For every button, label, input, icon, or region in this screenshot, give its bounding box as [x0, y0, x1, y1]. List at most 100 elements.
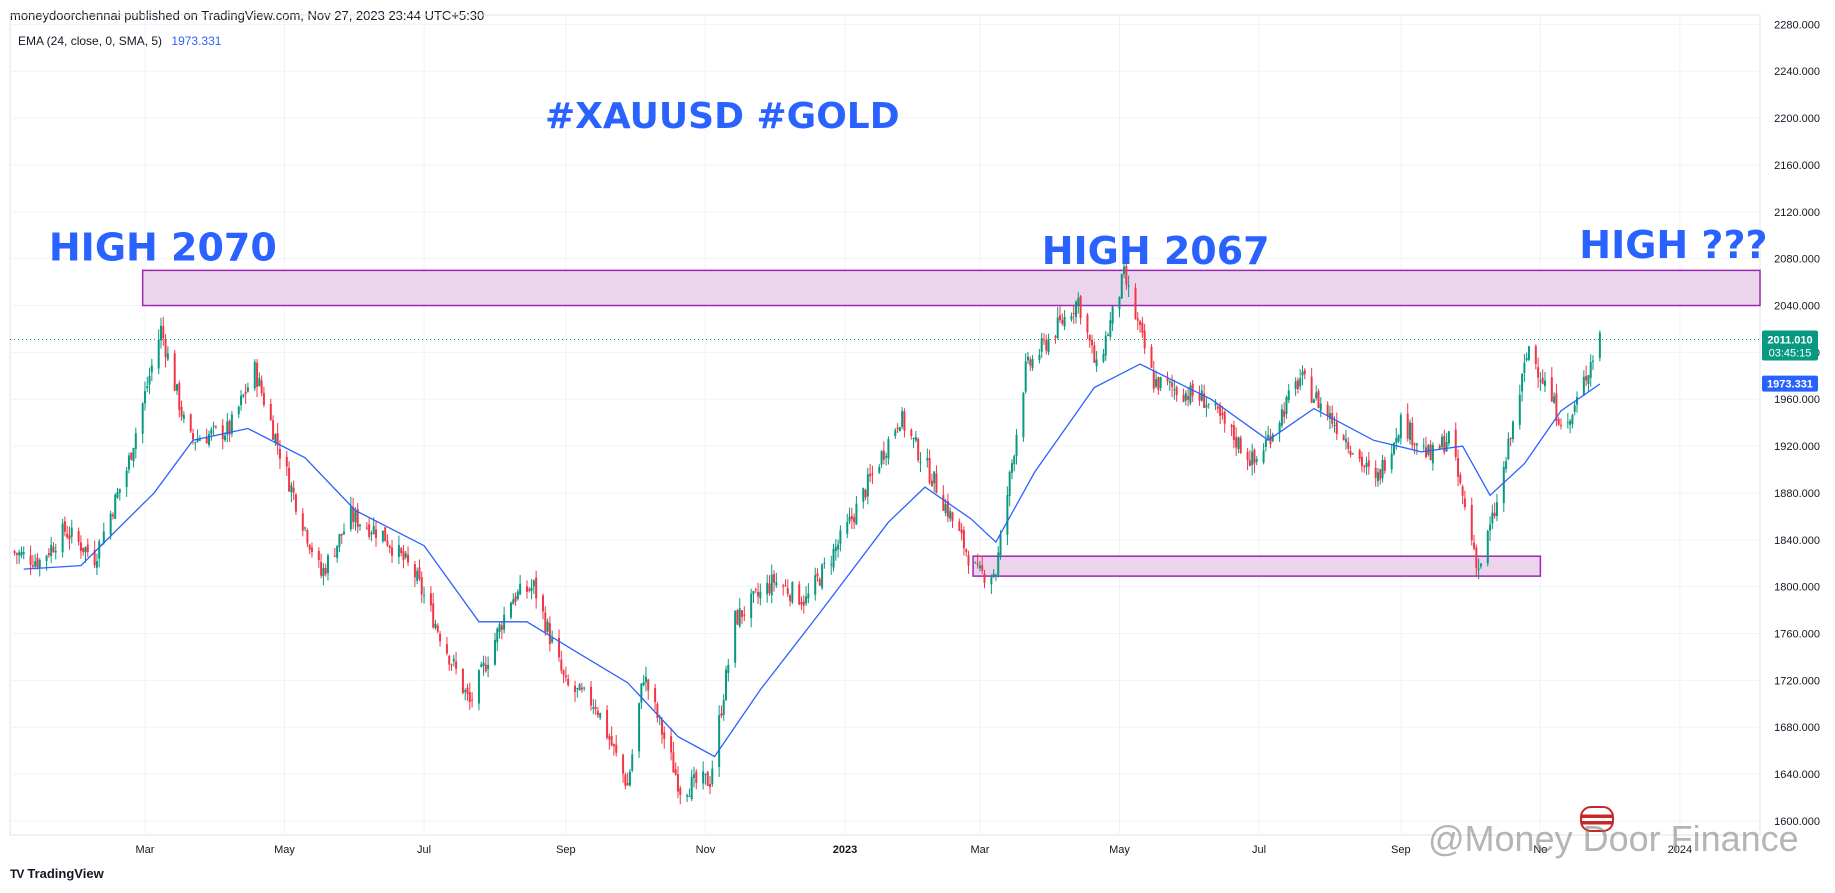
- candle-body: [208, 434, 211, 445]
- candle-body: [1397, 435, 1400, 442]
- candle-body: [958, 521, 961, 531]
- candle-body: [180, 406, 183, 417]
- candle-body: [656, 704, 659, 718]
- candle-body: [862, 487, 865, 502]
- x-tick-label: 2024: [1668, 844, 1692, 856]
- candle-body: [1509, 438, 1512, 440]
- candle-body: [324, 568, 327, 575]
- candle-body: [1585, 376, 1588, 381]
- candle-body: [628, 771, 631, 786]
- indicator-legend[interactable]: EMA (24, close, 0, SMA, 5) 1973.331: [18, 34, 221, 48]
- candle-body: [919, 461, 922, 463]
- candle-body: [944, 504, 947, 514]
- current-price-label-bg: [1762, 330, 1818, 361]
- candle-body: [1015, 434, 1018, 457]
- candle-body: [670, 736, 673, 753]
- candle-body: [638, 703, 641, 752]
- tradingview-mark-icon: TV: [10, 866, 24, 881]
- candle-body: [1136, 318, 1139, 321]
- candle-body: [800, 601, 803, 605]
- candle-body: [1091, 339, 1094, 346]
- candle-body: [525, 586, 528, 592]
- candle-body: [269, 403, 272, 421]
- candle-body: [1056, 317, 1059, 338]
- candle-body: [439, 633, 442, 642]
- candle-body: [413, 564, 416, 578]
- candle-body: [1008, 471, 1011, 496]
- candle-body: [31, 565, 34, 567]
- candle-body: [1072, 313, 1075, 315]
- indicator-label: EMA (24, close, 0, SMA, 5): [18, 34, 163, 48]
- candle-body: [434, 623, 437, 628]
- candle-body: [960, 529, 963, 534]
- candle-body: [262, 392, 265, 406]
- candle-body: [1502, 467, 1505, 504]
- candle-body: [718, 715, 721, 767]
- candle-body: [798, 584, 801, 605]
- candle-body: [896, 427, 899, 429]
- candle-body: [274, 434, 277, 443]
- x-tick-label: May: [274, 844, 295, 856]
- candle-body: [1521, 373, 1524, 392]
- candle-body: [1280, 409, 1283, 426]
- candle-body: [983, 573, 986, 583]
- candle-body: [994, 574, 997, 576]
- candle-body: [1171, 382, 1174, 387]
- candle-body: [1237, 437, 1240, 450]
- candle-body: [500, 625, 503, 630]
- candle-body: [622, 754, 625, 774]
- candle-body: [1541, 377, 1544, 384]
- candle-body: [1150, 346, 1153, 368]
- candle-body: [546, 621, 549, 632]
- candle-body: [1255, 459, 1258, 462]
- candle-body: [672, 752, 675, 773]
- candle-body: [498, 624, 501, 633]
- candle-body: [1438, 445, 1441, 450]
- candle-body: [1553, 396, 1556, 403]
- candle-body: [1392, 443, 1395, 455]
- candle-body: [221, 425, 224, 440]
- candle-body: [391, 547, 394, 556]
- x-tick-label: Sep: [556, 844, 576, 856]
- candle-body: [1427, 445, 1430, 455]
- candle-body: [910, 429, 913, 437]
- tradingview-logo[interactable]: TV TradingView: [10, 866, 104, 881]
- candle-body: [13, 551, 16, 554]
- candle-body: [1239, 437, 1242, 454]
- candle-body: [1575, 397, 1578, 405]
- y-tick-label: 2120.000: [1774, 207, 1820, 219]
- candle-body: [1253, 449, 1256, 464]
- candle-body: [1390, 453, 1393, 470]
- candle-body: [381, 530, 384, 542]
- candle-body: [1175, 387, 1178, 396]
- candle-body: [1059, 315, 1061, 320]
- candle-body: [1205, 405, 1208, 408]
- candle-body: [1157, 377, 1160, 390]
- candle-body: [578, 684, 581, 691]
- candle-body: [901, 410, 904, 428]
- candle-body: [1187, 395, 1190, 400]
- candle-body: [480, 664, 483, 667]
- candle-body: [288, 467, 291, 492]
- candle-body: [84, 547, 87, 553]
- candle-body: [189, 414, 192, 432]
- candle-body: [930, 480, 933, 486]
- candle-body: [583, 687, 586, 689]
- x-tick-label: Mar: [970, 844, 989, 856]
- candle-body: [965, 549, 968, 552]
- candle-body: [1582, 376, 1585, 396]
- y-tick-label: 1800.000: [1774, 582, 1820, 594]
- candle-body: [1459, 475, 1462, 484]
- candle-body: [596, 711, 599, 716]
- candle-body: [1070, 316, 1073, 320]
- candle-body: [1022, 393, 1025, 438]
- candle-body: [1342, 435, 1345, 440]
- candle-body: [388, 545, 391, 548]
- candle-body: [663, 732, 666, 739]
- candle-body: [752, 591, 755, 595]
- candle-body: [615, 744, 618, 753]
- candle-body: [610, 736, 613, 746]
- candle-body: [400, 548, 403, 554]
- candle-body: [640, 683, 643, 703]
